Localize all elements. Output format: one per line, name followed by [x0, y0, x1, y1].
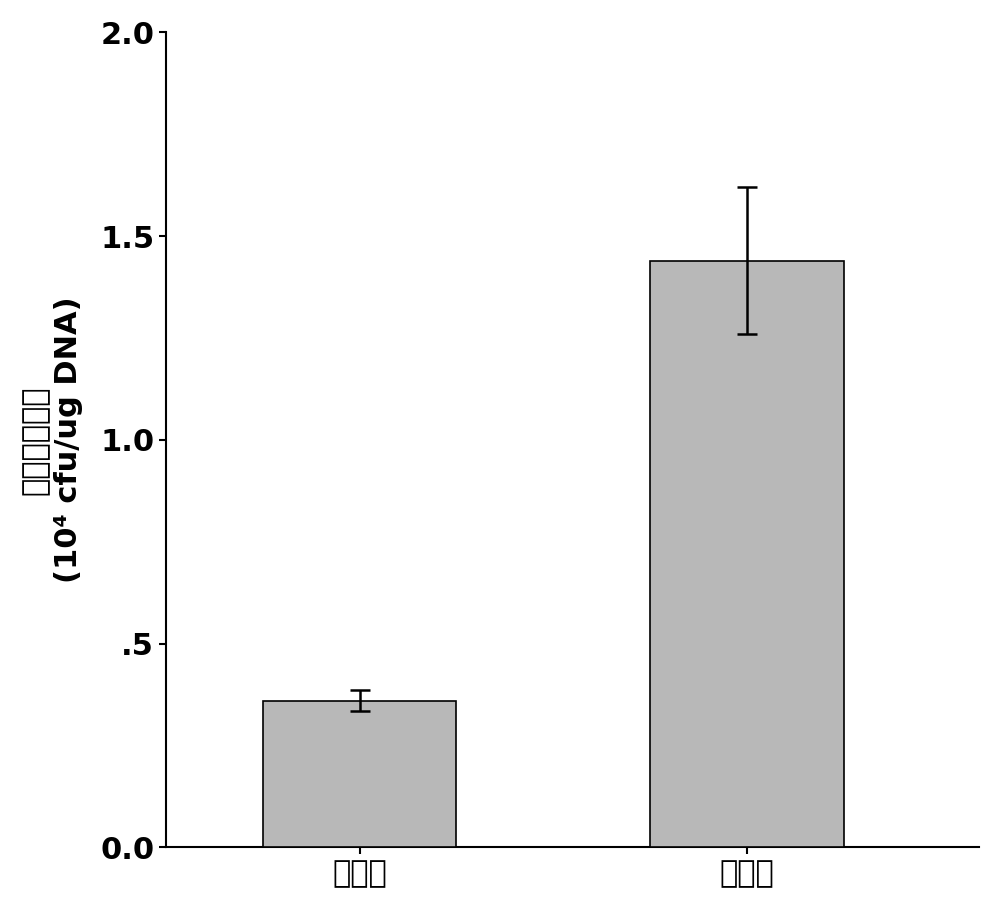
Bar [650, 261, 844, 847]
Bar [263, 701, 456, 847]
Y-axis label: 最高转化效率
(10⁴ cfu/ug DNA): 最高转化效率 (10⁴ cfu/ug DNA) [21, 296, 83, 584]
